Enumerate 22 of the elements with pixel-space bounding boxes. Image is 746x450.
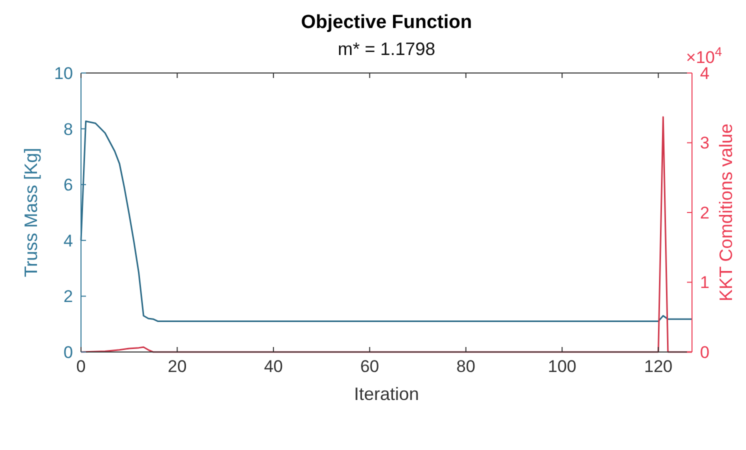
x-tick-label: 60 <box>360 357 380 376</box>
x-tick-label: 80 <box>456 357 476 376</box>
y2-tick-label: 0 <box>700 342 710 362</box>
y-tick-label: 0 <box>64 342 73 362</box>
x-tick-label: 0 <box>76 357 86 376</box>
y-tick-label: 10 <box>54 64 73 83</box>
chart-title: Objective Function <box>300 12 472 33</box>
x-tick-label: 120 <box>644 357 673 376</box>
y2-axis-title: KKT Comditions value <box>716 124 736 302</box>
y2-tick-label: 2 <box>700 203 710 222</box>
y2-tick-label: 1 <box>700 273 710 292</box>
chart-subtitle: m* = 1.1798 <box>338 39 436 59</box>
y-tick-label: 6 <box>64 176 73 195</box>
x-tick-label: 100 <box>548 357 576 376</box>
y-tick-label: 8 <box>64 120 73 139</box>
y-tick-label: 4 <box>64 231 73 250</box>
x-tick-label: 40 <box>264 357 283 376</box>
y-axis-title: Truss Mass [Kg] <box>21 148 41 278</box>
y-tick-label: 2 <box>64 287 73 306</box>
x-axis-title: Iteration <box>354 384 420 404</box>
y2-tick-label: 3 <box>700 134 710 153</box>
x-tick-label: 20 <box>168 357 187 376</box>
